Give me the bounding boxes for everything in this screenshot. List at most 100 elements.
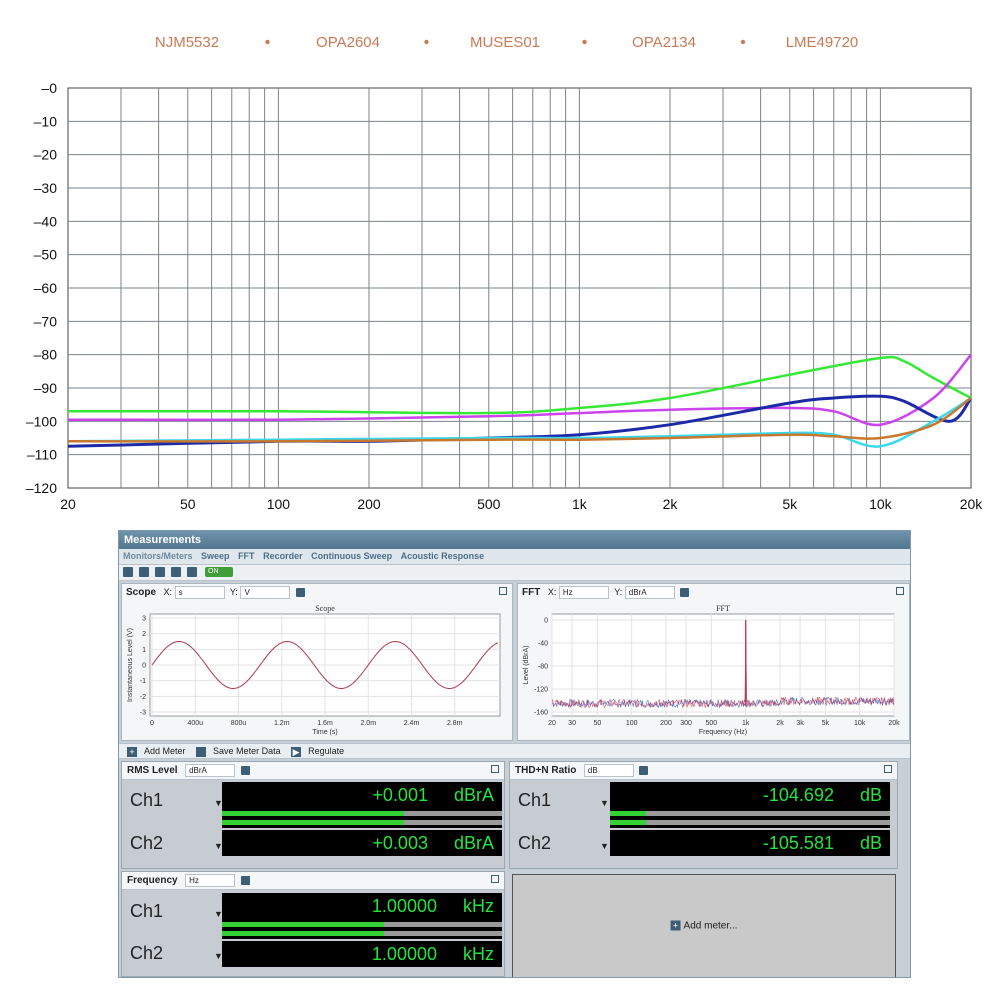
- x-tick-label: 10k: [869, 496, 893, 512]
- gear-icon[interactable]: [639, 766, 649, 776]
- fft-x-tick: 50: [593, 720, 601, 727]
- save-meter-data-button[interactable]: Save Meter Data: [192, 746, 281, 757]
- y-tick-label: –60: [34, 280, 58, 296]
- rms-unit-select[interactable]: dBrA: [185, 764, 236, 778]
- y-tick-label: –50: [34, 247, 58, 263]
- chevron-down-icon[interactable]: ▼: [214, 798, 223, 808]
- chevron-down-icon[interactable]: ▼: [214, 909, 223, 919]
- add-meter-placeholder[interactable]: + Add meter...: [670, 921, 737, 932]
- tab-fft[interactable]: FFT: [238, 551, 255, 561]
- scope-x-tick: 400u: [187, 720, 203, 727]
- scope-x-label: X:: [163, 587, 173, 597]
- x-tick-label: 50: [180, 496, 196, 512]
- freq-ch1-bar: [222, 922, 385, 927]
- series-line-orange: [67, 396, 972, 443]
- fft-y-unit-select[interactable]: dBrA: [624, 586, 675, 600]
- generator-icon[interactable]: [123, 567, 133, 577]
- thd-unit-select[interactable]: dB: [583, 764, 634, 778]
- input-icon[interactable]: [139, 567, 149, 577]
- gear-icon[interactable]: [240, 766, 250, 776]
- freq-ch1-label: Ch1: [130, 901, 164, 921]
- fft-panel: FFT X: Hz Y: dBrA FFT 0 -40 -80 -120 -160 20 30…: [517, 583, 910, 741]
- regulate-button[interactable]: ▶ Regulate: [287, 746, 344, 757]
- y-tick-label: –70: [34, 313, 58, 329]
- gear-icon[interactable]: [680, 588, 690, 598]
- thd-ch2-bar: [610, 820, 647, 825]
- x-tick-label: 20: [60, 496, 76, 512]
- scope-panel: Scope X: s Y: V Scope 3 2 1 0 -1 -2 -3 0 400u 800u…: [121, 583, 513, 741]
- save-icon: [196, 746, 207, 757]
- freq-level-bars: [222, 919, 502, 939]
- scope-x-unit-select[interactable]: s: [174, 586, 225, 600]
- freq-ch1-value: 1.00000: [371, 896, 437, 916]
- legend-entry: NJM5532: [155, 34, 219, 51]
- series-line-magenta: [67, 353, 972, 427]
- freq-ch2-unit: kHz: [463, 944, 494, 964]
- axis-ticks: 20 50 100 200 500 1k 2k 5k 10k 20k –0 –10 –20 –30 –40 –…: [26, 80, 983, 512]
- rms-ch2-label: Ch2: [130, 833, 164, 853]
- x-tick-label: 200: [357, 496, 381, 512]
- add-meter-button[interactable]: + Add Meter: [123, 746, 186, 757]
- bluetooth-icon[interactable]: [155, 567, 165, 577]
- popout-icon[interactable]: [896, 587, 904, 595]
- chevron-down-icon[interactable]: ▼: [600, 841, 609, 851]
- gear-icon[interactable]: [295, 588, 305, 598]
- on-toggle[interactable]: ON: [205, 567, 233, 577]
- fft-x-tick: 1k: [742, 720, 750, 727]
- fft-title: FFT: [522, 587, 541, 598]
- waveform-icon[interactable]: [187, 567, 197, 577]
- freq-ch2-bar: [222, 931, 385, 936]
- x-tick-label: 500: [477, 496, 501, 512]
- scope-y-tick: 0: [142, 663, 146, 670]
- freq-ch1-display: 1.00000 kHz: [222, 893, 502, 919]
- popout-icon[interactable]: [499, 587, 507, 595]
- tab-recorder[interactable]: Recorder: [263, 551, 303, 561]
- rms-title: RMS Level: [127, 765, 178, 776]
- thd-level-bars: [610, 808, 890, 828]
- tab-monitors-meters[interactable]: Monitors/Meters: [123, 551, 193, 561]
- fft-x-unit-select[interactable]: Hz: [558, 586, 609, 600]
- gear-icon[interactable]: [240, 876, 250, 886]
- x-tick-label: 100: [267, 496, 291, 512]
- thd-ch2-track: [610, 820, 890, 825]
- freq-unit-select[interactable]: Hz: [185, 874, 236, 888]
- fft-x-tick: 30: [568, 720, 576, 727]
- y-tick-label: –120: [26, 480, 57, 496]
- fft-y-axis-label: Level (dBrA): [523, 646, 530, 685]
- legend-separator-dot: [265, 39, 270, 45]
- fft-plot-area: [551, 613, 895, 717]
- thd-ch1-bar: [610, 811, 647, 816]
- thd-ch1-label: Ch1: [518, 790, 552, 810]
- fft-x-tick: 500: [706, 720, 718, 727]
- popout-icon[interactable]: [491, 875, 499, 883]
- popout-icon[interactable]: [884, 765, 892, 773]
- tab-continuous-sweep[interactable]: Continuous Sweep: [311, 551, 393, 561]
- legend-entry: OPA2134: [632, 34, 696, 51]
- chevron-down-icon[interactable]: ▼: [600, 798, 609, 808]
- scope-x-tick: 2.4m: [404, 720, 420, 727]
- fft-x-tick: 200: [660, 720, 672, 727]
- series-lines: [67, 353, 973, 448]
- rms-ch1-unit: dBrA: [453, 785, 494, 805]
- chevron-down-icon[interactable]: ▼: [214, 841, 223, 851]
- x-tick-label: 1k: [572, 496, 588, 512]
- thd-ch2-display: -105.581 dB: [610, 830, 890, 856]
- fft-x-tick: 5k: [822, 720, 830, 727]
- add-meter-panel[interactable]: + Add meter...: [512, 874, 896, 977]
- x-tick-label: 5k: [782, 496, 798, 512]
- tab-acoustic-response[interactable]: Acoustic Response: [400, 551, 485, 561]
- scope-x-tick: 2.8m: [447, 720, 463, 727]
- popout-icon[interactable]: [491, 765, 499, 773]
- thd-ch1-track: [610, 811, 890, 816]
- scope-y-tick: 1: [142, 647, 146, 654]
- thd-ch1-unit: dB: [859, 785, 882, 805]
- fft-x-tick: 20k: [888, 720, 900, 727]
- fft-x-tick: 20: [548, 720, 556, 727]
- scope-y-unit-select[interactable]: V: [240, 586, 291, 600]
- tab-sweep[interactable]: Sweep: [201, 551, 230, 561]
- chevron-down-icon[interactable]: ▼: [214, 951, 223, 961]
- fft-x-tick: 300: [680, 720, 692, 727]
- rms-ch2-value: +0.003: [372, 833, 428, 853]
- reference-icon[interactable]: [171, 567, 181, 577]
- rms-level-meter: RMS Level dBrA Ch1 ▼ +0.001 dBrA Ch2 ▼ +0…: [121, 761, 505, 869]
